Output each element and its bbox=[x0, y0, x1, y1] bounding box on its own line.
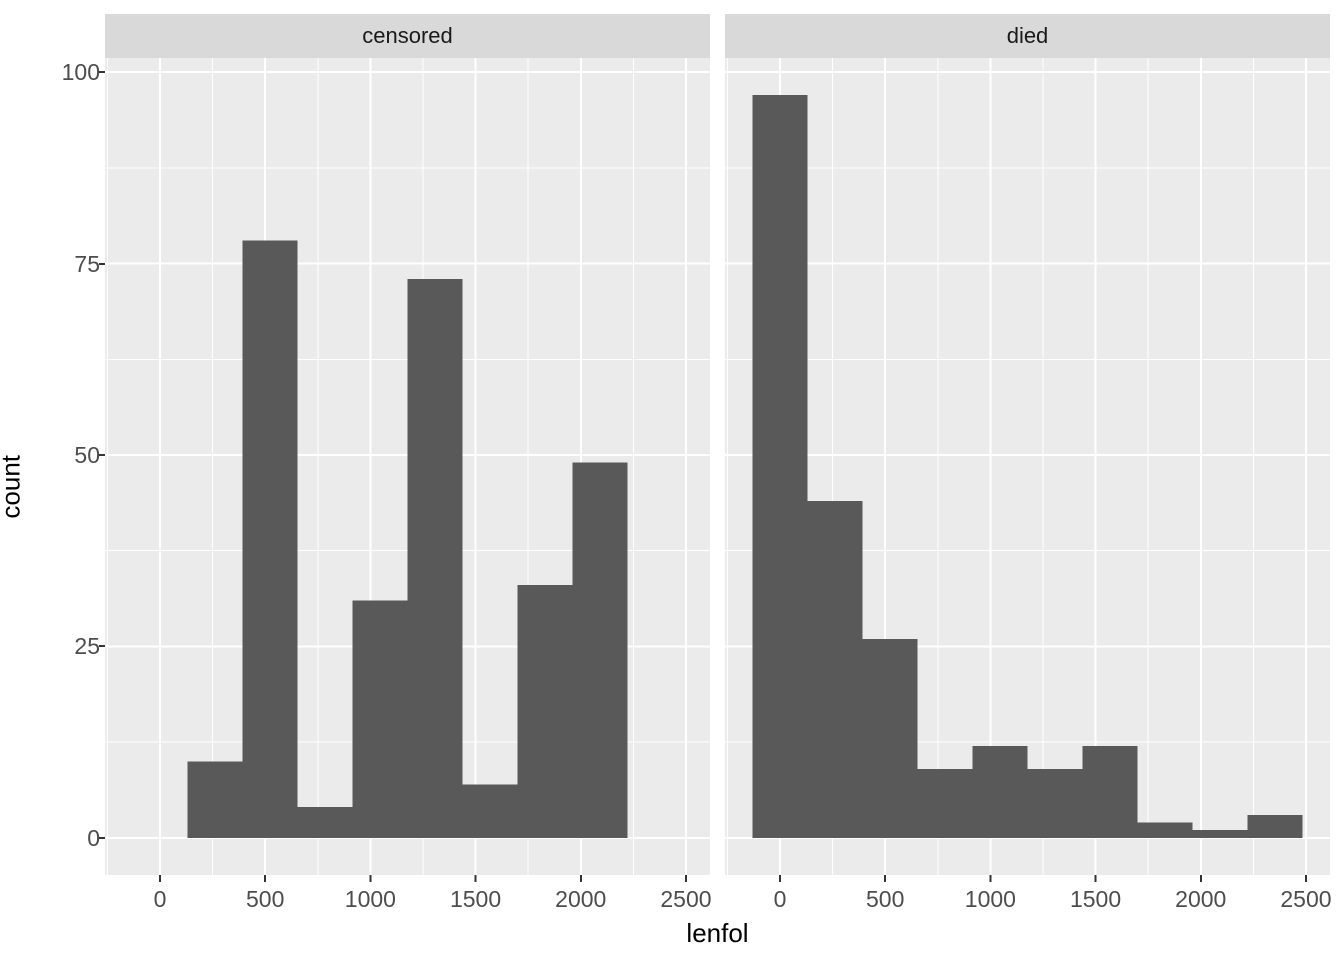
histogram-bar bbox=[1192, 830, 1248, 838]
histogram-bar bbox=[752, 95, 808, 838]
x-tick-label: 2000 bbox=[555, 886, 607, 912]
facet-strip-died: died bbox=[725, 14, 1330, 58]
histogram-bar bbox=[1082, 745, 1138, 838]
x-tick-label: 2500 bbox=[1280, 886, 1332, 912]
facet-died: died 0 500 1000 1500 2000 2500 bbox=[725, 14, 1332, 944]
y-tick-label: 25 bbox=[74, 633, 100, 660]
histogram-bar bbox=[187, 761, 243, 838]
y-tick-mark bbox=[99, 262, 105, 265]
histogram-bar bbox=[242, 240, 298, 838]
histogram-bar bbox=[862, 638, 918, 838]
histogram-bar bbox=[917, 768, 973, 838]
facet-strip-label: censored bbox=[362, 23, 453, 48]
histogram-bar bbox=[1247, 814, 1303, 838]
y-tick-label: 50 bbox=[74, 442, 100, 468]
facet-censored: censored 0 500 1000 1500 2000 2500 bbox=[105, 14, 712, 944]
panel-died bbox=[725, 58, 1330, 882]
x-tick-label: 0 bbox=[773, 886, 787, 912]
x-tick-label: 1500 bbox=[449, 886, 502, 912]
histogram-bar bbox=[972, 745, 1028, 838]
x-tick-label: 500 bbox=[245, 886, 285, 912]
y-tick-mark bbox=[99, 645, 105, 648]
y-tick-label: 75 bbox=[74, 250, 100, 277]
histogram-bar bbox=[462, 784, 518, 838]
y-tick-label: 100 bbox=[61, 59, 100, 86]
y-tick-label: 0 bbox=[87, 824, 100, 851]
histogram-bar bbox=[1027, 768, 1083, 838]
x-axis-title: lenfol bbox=[686, 918, 749, 948]
facet-strip-censored: censored bbox=[105, 14, 710, 58]
histogram-bar bbox=[1137, 822, 1193, 838]
histogram-bar bbox=[807, 500, 863, 838]
histogram-bar bbox=[352, 600, 408, 838]
x-tick-label: 2500 bbox=[660, 886, 712, 912]
histogram-bar bbox=[517, 585, 573, 838]
y-tick-mark bbox=[99, 71, 105, 74]
histogram-bar bbox=[297, 807, 353, 838]
x-tick-label: 1000 bbox=[964, 886, 1016, 912]
histogram-bar bbox=[572, 462, 628, 838]
y-axis-title-text: count bbox=[0, 454, 25, 519]
y-tick-mark bbox=[99, 836, 105, 839]
y-tick-mark bbox=[99, 454, 105, 456]
x-tick-label: 1000 bbox=[344, 886, 396, 912]
x-tick-label: 1500 bbox=[1069, 886, 1122, 912]
histogram-bar bbox=[407, 278, 463, 838]
x-tick-label: 0 bbox=[153, 886, 167, 912]
x-tick-label: 2000 bbox=[1175, 886, 1227, 912]
facet-strip-label: died bbox=[1006, 23, 1049, 48]
x-tick-label: 500 bbox=[865, 886, 905, 912]
panel-censored bbox=[105, 58, 710, 882]
